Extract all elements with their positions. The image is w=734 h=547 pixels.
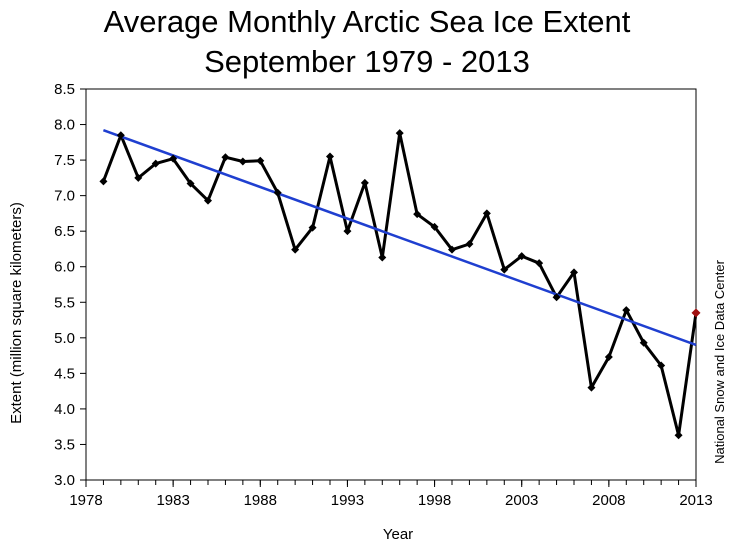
x-tick-label: 2013: [679, 492, 712, 509]
y-tick-labels: 3.0 3.5 4.0 4.5 5.0 5.5 6.0 6.5 7.0 7.5 8.0 8.5: [54, 81, 75, 489]
x-tick-label: 1988: [244, 492, 277, 509]
axes: [80, 88, 697, 487]
chart-subtitle: September 1979 - 2013: [204, 44, 530, 79]
data-point: [482, 209, 491, 218]
y-tick-label: 8.5: [54, 81, 75, 98]
y-tick-label: 4.0: [54, 401, 75, 418]
data-point: [395, 129, 404, 138]
data-point: [360, 178, 369, 187]
x-tick-label: 2003: [505, 492, 538, 509]
data-point: [186, 179, 195, 188]
data-point: [500, 265, 509, 274]
trend-line: [102, 129, 697, 347]
data-point: [448, 245, 456, 254]
data-point: [256, 156, 265, 165]
chart-title: Average Monthly Arctic Sea Ice Extent: [103, 4, 631, 39]
data-point: [657, 361, 666, 370]
data-point: [430, 222, 439, 231]
data-point: [674, 431, 683, 440]
credit-label: National Snow and Ice Data Center: [712, 259, 727, 463]
data-point: [570, 268, 578, 277]
data-point: [204, 196, 212, 205]
data-lines: [101, 129, 698, 437]
data-point: [99, 177, 108, 186]
x-tick-label: 1983: [156, 492, 189, 509]
data-point: [622, 306, 631, 315]
data-point: [517, 252, 526, 261]
data-point: [639, 338, 648, 347]
x-axis-label: Year: [383, 526, 413, 543]
data-point: [552, 293, 561, 302]
y-tick-label: 3.0: [54, 472, 75, 489]
data-point: [378, 253, 387, 262]
highlight-point: [691, 308, 701, 318]
data-point: [465, 239, 474, 248]
x-tick-label: 1993: [331, 492, 364, 509]
data-point: [151, 159, 160, 168]
data-point: [535, 259, 544, 268]
y-tick-label: 5.5: [54, 294, 75, 311]
y-axis-label: Extent (million square kilometers): [8, 202, 25, 424]
y-tick-label: 5.0: [54, 330, 75, 347]
data-point: [291, 245, 300, 254]
data-point: [326, 152, 334, 161]
y-tick-label: 3.5: [54, 436, 75, 453]
data-point: [134, 173, 143, 182]
y-tick-label: 7.0: [54, 188, 75, 205]
data-points: [99, 129, 701, 440]
y-tick-label: 6.5: [54, 223, 75, 240]
y-tick-label: 6.0: [54, 259, 75, 276]
data-point: [413, 210, 422, 219]
y-tick-label: 4.5: [54, 365, 75, 382]
x-tick-label: 1998: [418, 492, 451, 509]
data-point: [343, 227, 352, 236]
data-point: [308, 223, 317, 232]
data-point: [238, 157, 247, 166]
data-point: [116, 131, 125, 140]
plot-frame: [85, 88, 697, 481]
data-point: [604, 353, 613, 362]
x-tick-label: 2008: [592, 492, 625, 509]
data-point: [273, 188, 282, 197]
data-point: [221, 153, 230, 162]
y-tick-label: 7.5: [54, 152, 75, 169]
x-tick-labels: 1978 1983 1988 1993 1998 2003 2008 2013: [69, 492, 712, 509]
x-tick-label: 1978: [69, 492, 102, 509]
extent-line: [101, 131, 698, 437]
data-point: [169, 154, 178, 163]
data-point: [587, 383, 596, 392]
y-tick-label: 8.0: [54, 117, 75, 134]
